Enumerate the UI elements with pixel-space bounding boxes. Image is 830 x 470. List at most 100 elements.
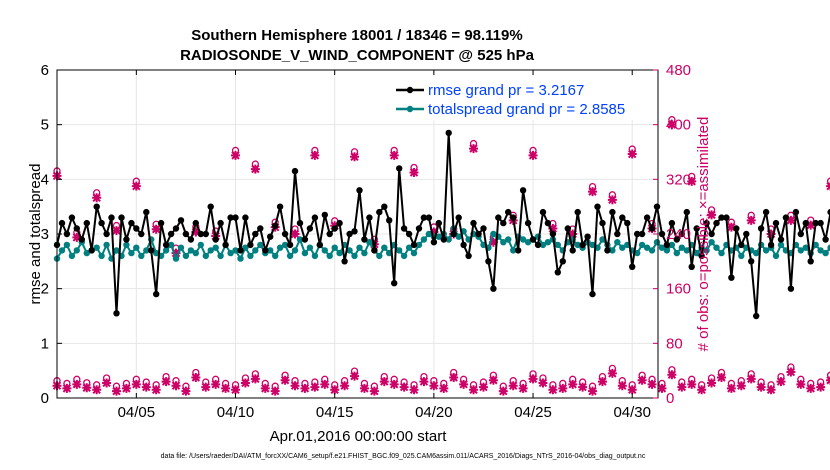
obs-count-assimilated-marker: [607, 195, 617, 205]
totalspread-point: [133, 244, 140, 251]
obs-count-assimilated-marker: [231, 150, 241, 160]
totalspread-point: [777, 241, 785, 249]
obs-count-small-assimilated-marker: [379, 377, 389, 387]
obs-count-small-assimilated-marker: [429, 381, 439, 391]
totalspread-point: [276, 244, 284, 251]
obs-count-small-assimilated-marker: [677, 382, 687, 392]
rmse-point: [698, 252, 705, 260]
totalspread-point: [321, 247, 328, 254]
obs-count-small-assimilated-marker: [667, 370, 677, 380]
rmse-point: [604, 247, 611, 254]
totalspread-point: [138, 252, 145, 260]
x-tick-label: 04/10: [217, 404, 255, 421]
totalspread-point: [381, 244, 388, 251]
obs-count-small-assimilated-marker: [538, 378, 548, 388]
y-left-tick-label: 5: [41, 117, 49, 134]
totalspread-point: [98, 252, 105, 260]
rmse-point: [396, 165, 403, 172]
obs-count-small-assimilated-marker: [240, 378, 250, 388]
obs-count-assimilated-marker: [92, 193, 102, 203]
obs-count-small-assimilated-marker: [141, 382, 151, 392]
rmse-point: [529, 236, 537, 243]
rmse-point: [500, 219, 507, 227]
totalspread-point: [63, 241, 71, 249]
obs-count-assimilated-marker: [469, 144, 479, 154]
obs-count-small-assimilated-marker: [746, 374, 756, 384]
rmse-point: [267, 233, 274, 240]
totalspread-point: [396, 247, 403, 254]
totalspread-point: [619, 244, 626, 251]
rmse-point: [822, 236, 829, 243]
rmse-point: [569, 247, 576, 254]
totalspread-point: [589, 241, 596, 249]
totalspread-point: [658, 244, 666, 251]
rmse-point: [634, 230, 641, 238]
rmse-point: [425, 214, 433, 221]
rmse-point: [753, 312, 760, 320]
data-file-footer: data file: /Users/raeder/DAI/ATM_forcXX/…: [161, 453, 646, 460]
totalspread-point: [822, 249, 829, 257]
rmse-point: [693, 225, 700, 232]
rmse-point: [579, 241, 586, 249]
y-left-tick-label: 2: [41, 281, 49, 298]
rmse-point: [405, 230, 413, 238]
obs-count-small-assimilated-marker: [796, 379, 806, 389]
totalspread-point: [83, 249, 91, 257]
rmse-point: [420, 214, 428, 221]
obs-count-small-assimilated-marker: [181, 386, 191, 396]
obs-count-small-assimilated-marker: [578, 382, 588, 392]
obs-count-assimilated-marker: [112, 226, 122, 236]
obs-count-assimilated-marker: [310, 150, 320, 160]
obs-count-assimilated-marker: [171, 248, 181, 258]
rmse-point: [386, 217, 393, 224]
rmse-point: [291, 167, 299, 175]
totalspread-point: [410, 249, 418, 257]
totalspread-point: [554, 241, 561, 249]
totalspread-point: [301, 249, 309, 257]
rmse-point: [207, 203, 214, 210]
rmse-point: [743, 230, 750, 238]
chart-subtitle: RADIOSONDE_V_WIND_COMPONENT @ 525 hPa: [180, 47, 535, 64]
rmse-point: [554, 269, 561, 276]
rmse-point: [306, 225, 314, 232]
x-tick-label: 04/25: [514, 404, 552, 421]
rmse-point: [237, 247, 244, 254]
y-right-tick-label: 80: [666, 335, 683, 352]
x-tick-label: 04/05: [118, 404, 156, 421]
rmse-point: [376, 208, 383, 216]
rmse-point: [202, 230, 209, 238]
rmse-point: [162, 241, 170, 249]
rmse-point: [480, 225, 487, 232]
rmse-point: [817, 219, 824, 227]
rmse-point: [371, 247, 378, 254]
rmse-point: [738, 241, 745, 249]
obs-count-small-assimilated-marker: [826, 375, 830, 385]
rmse-point: [450, 230, 457, 238]
obs-count-small-assimilated-marker: [776, 377, 786, 387]
obs-count-small-assimilated-marker: [558, 383, 568, 393]
totalspread-point: [202, 252, 209, 260]
rmse-point: [272, 222, 279, 229]
obs-count-small-assimilated-marker: [597, 377, 607, 387]
totalspread-point: [574, 241, 581, 249]
totalspread-point: [103, 241, 110, 249]
rmse-point: [435, 219, 442, 227]
obs-count-small-assimilated-marker: [647, 379, 657, 389]
rmse-point: [460, 241, 467, 249]
totalspread-point: [663, 247, 671, 254]
obs-count-assimilated-marker: [151, 224, 161, 234]
rmse-point: [663, 241, 671, 249]
rmse-point: [549, 230, 557, 238]
rmse-point: [762, 208, 770, 216]
totalspread-point: [207, 247, 214, 254]
rmse-point: [767, 241, 775, 249]
y-right-tick-label: 480: [666, 62, 691, 79]
rmse-point: [212, 236, 219, 243]
totalspread-point: [420, 236, 428, 243]
obs-count-small-assimilated-marker: [389, 379, 399, 389]
obs-count-small-assimilated-marker: [766, 385, 776, 395]
obs-count-small-assimilated-marker: [399, 382, 409, 392]
rmse-point: [400, 225, 408, 232]
rmse-point: [648, 225, 656, 232]
totalspread-point: [673, 249, 680, 257]
